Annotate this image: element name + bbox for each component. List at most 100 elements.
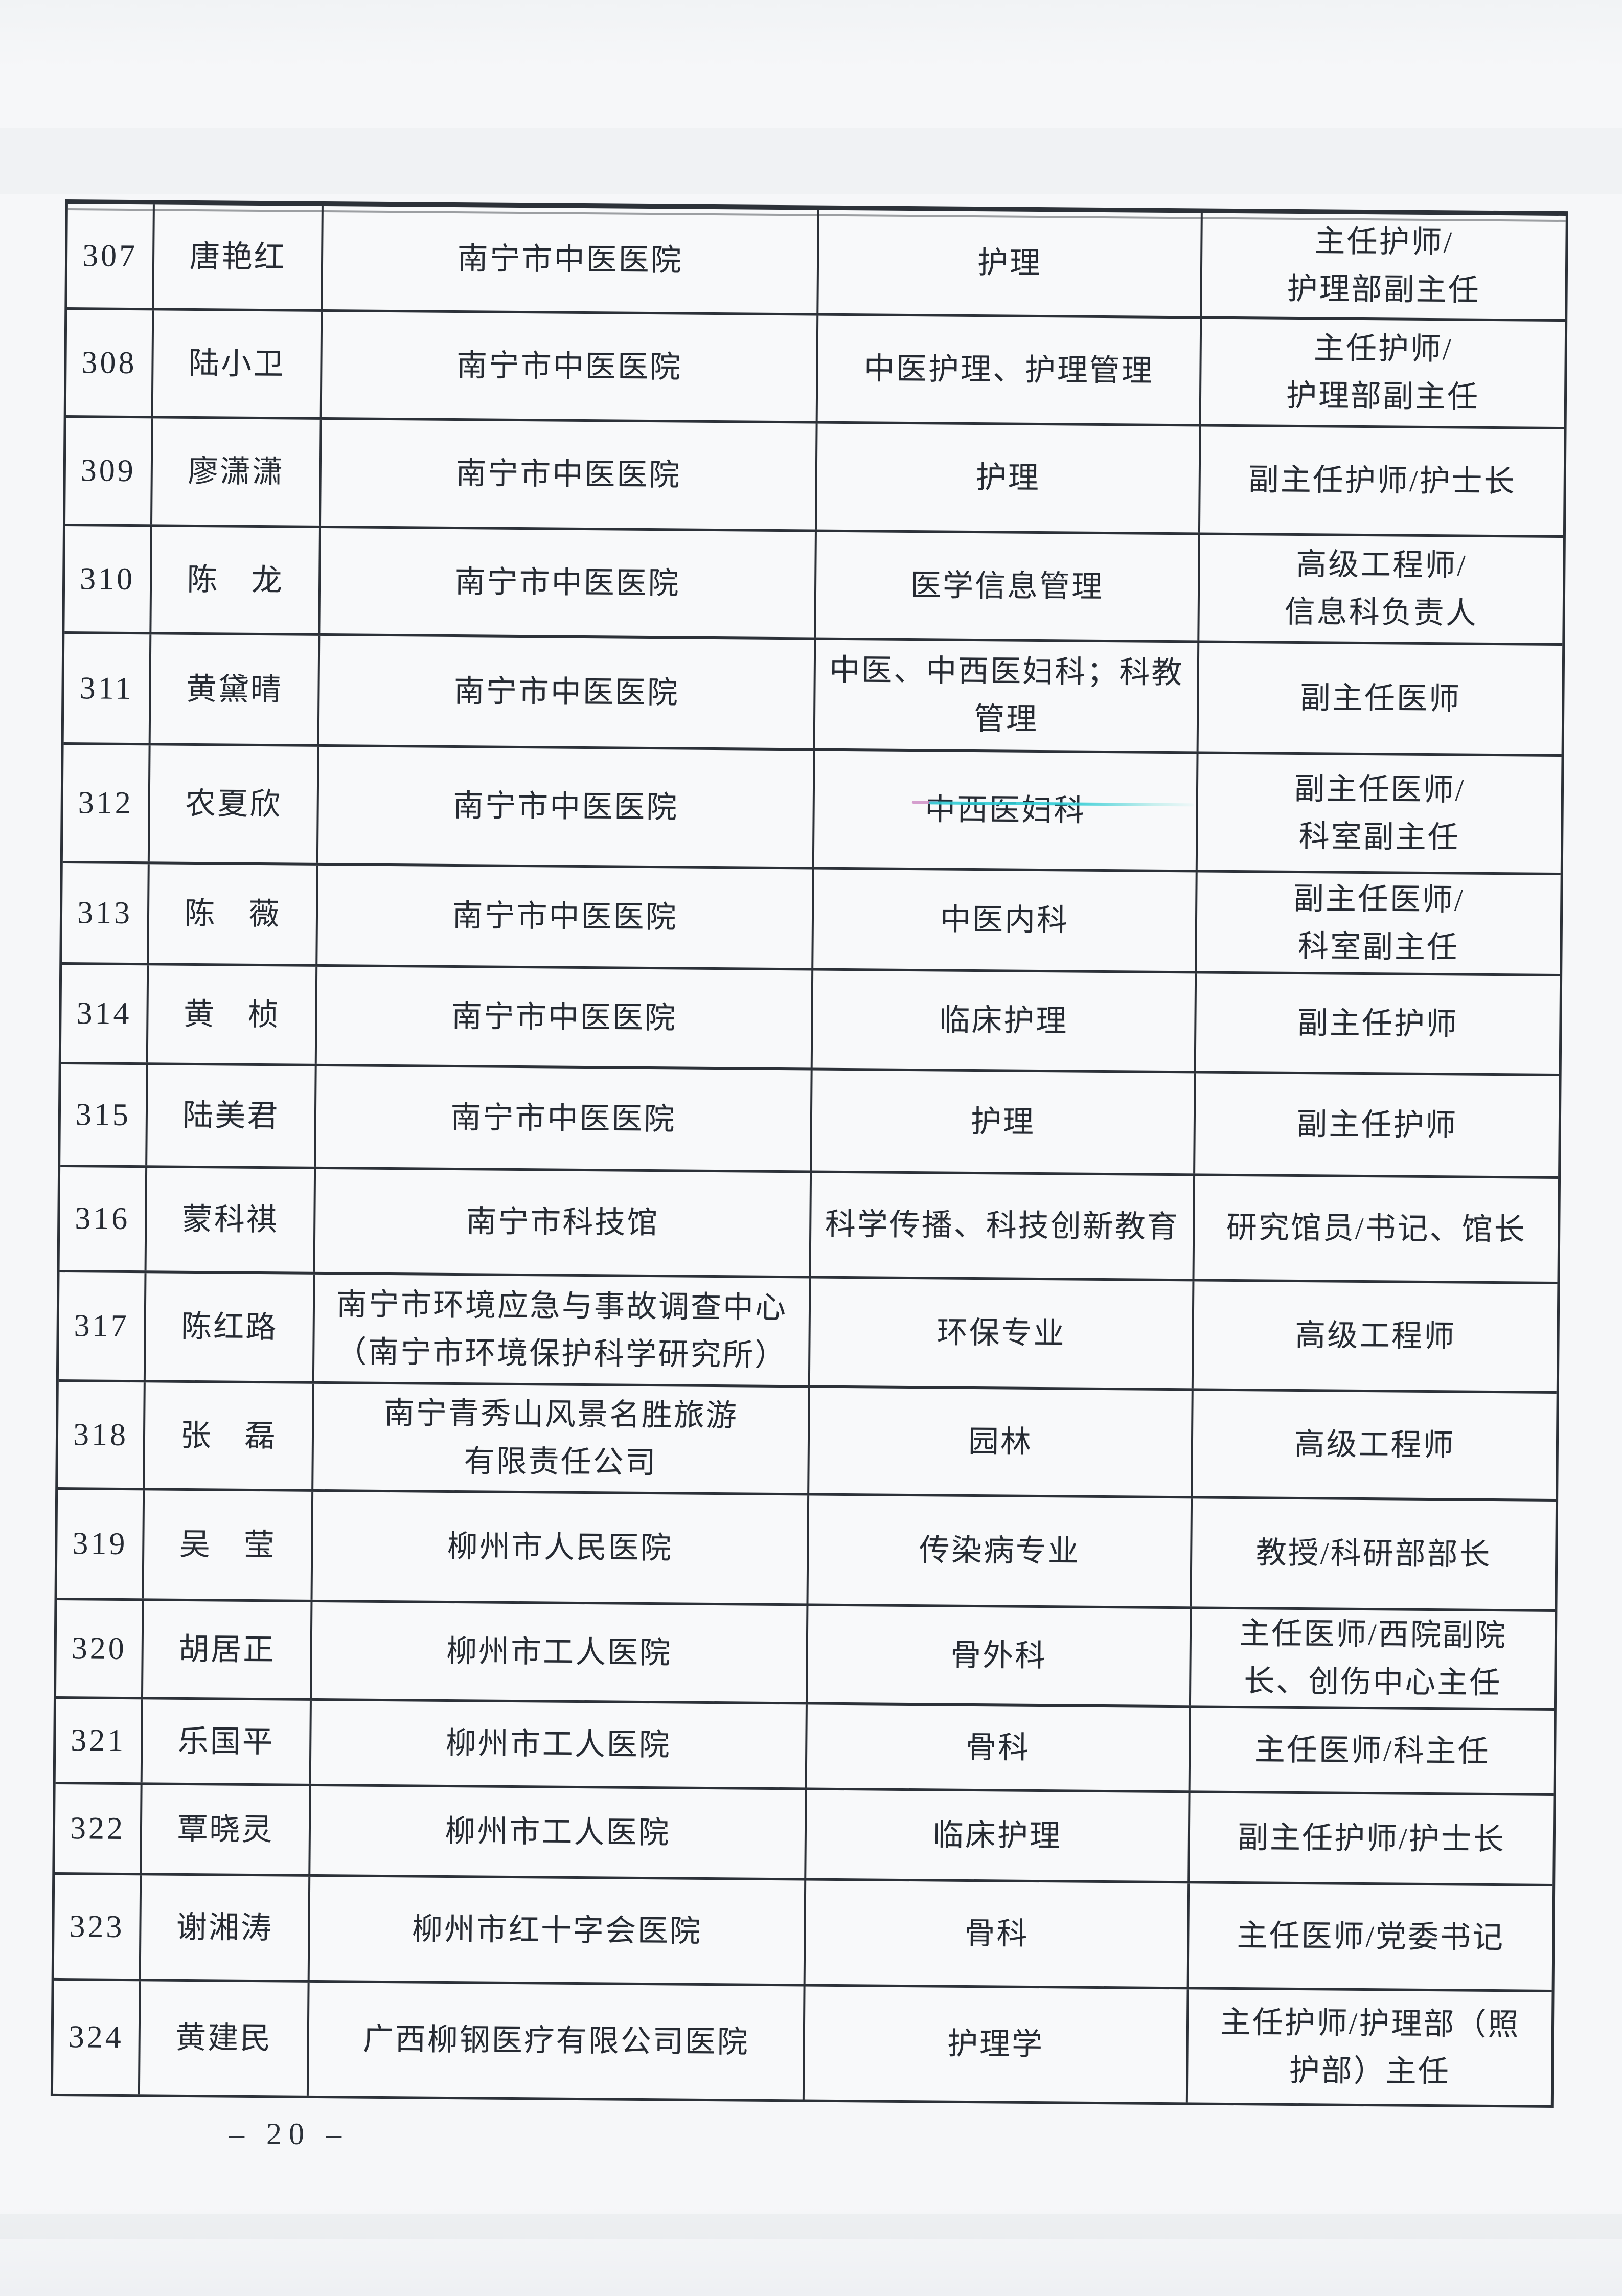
table-row: 307 唐艳红 南宁市中医医院 护理 主任护师/ 护理部副主任 <box>67 204 1565 319</box>
cell-specialty: 临床护理 <box>812 970 1197 1071</box>
cell-title: 副主任医师/ 科室副主任 <box>1294 771 1466 854</box>
cell-name: 谢湘涛 <box>141 1875 311 1980</box>
cell-name: 蒙科祺 <box>146 1168 316 1272</box>
cell-number: 321 <box>55 1698 143 1783</box>
cell-number: 320 <box>56 1600 144 1697</box>
personnel-table: 307 唐艳红 南宁市中医医院 护理 主任护师/ 护理部副主任 308 陆小卫 南宁市中医医院… <box>50 199 1568 2108</box>
table-row: 316 蒙科祺 南宁市科技馆 科学传播、科技创新教育 研究馆员/书记、馆长 <box>59 1164 1559 1282</box>
cell-organization: 广西柳钢医疗有限公司医院 <box>308 1982 806 2100</box>
cell-number: 324 <box>53 1980 141 2095</box>
cell-organization: 南宁市中医医院 <box>323 206 819 313</box>
cell-number: 307 <box>67 204 155 308</box>
table-row: 310 陈 龙南宁市中医医院 医学信息管理 高级工程师/ 信息科负责人 <box>64 524 1563 644</box>
cell-specialty: 护理 <box>818 210 1203 316</box>
cell-number: 322 <box>55 1784 143 1873</box>
table-row: 319 吴 莹柳州市人民医院 传染病专业 教授/科研部部长 <box>57 1487 1556 1609</box>
cell-title: 高级工程师 <box>1294 1427 1455 1462</box>
cell-specialty: 医学信息管理 <box>816 532 1200 641</box>
cell-name: 唐艳红 <box>154 204 324 309</box>
cell-specialty: 园林 <box>809 1388 1194 1496</box>
cell-specialty: 护理 <box>816 423 1201 533</box>
cell-number: 308 <box>66 310 154 416</box>
table-row: 320 胡居正 柳州市工人医院 骨外科 主任医师/西院副院 长、创伤中心主任 <box>56 1597 1555 1708</box>
cell-specialty: 临床护理 <box>806 1790 1191 1881</box>
cell-number: 317 <box>58 1272 147 1380</box>
cell-number: 318 <box>58 1381 146 1488</box>
cell-specialty: 骨外科 <box>807 1606 1192 1706</box>
cell-specialty: 科学传播、科技创新教育 <box>811 1173 1196 1279</box>
cell-organization: 南宁市中医医院 <box>316 966 814 1068</box>
cell-title: 副主任护师/护士长 <box>1237 1820 1505 1856</box>
table-row: 317 陈红路 南宁市环境应急与事故调查中心 （南宁市环境保护科学研究所） 环保专业 高… <box>58 1269 1558 1391</box>
table-row: 315 陆美君 南宁市中医医院 护理 副主任护师 <box>60 1061 1559 1176</box>
cell-title: 副主任医师 <box>1299 680 1461 716</box>
cell-number: 314 <box>61 964 149 1063</box>
table-row: 324 黄建民 广西柳钢医疗有限公司医院 护理学 主任护师/护理部（照 护部）主任 <box>53 1977 1552 2105</box>
table-row: 313 陈 薇南宁市中医医院 中医内科 副主任医师/ 科室副主任 <box>62 860 1561 974</box>
cell-name: 乐国平 <box>142 1699 312 1784</box>
cell-organization: 南宁市科技馆 <box>315 1169 812 1276</box>
cell-organization: 柳州市工人医院 <box>311 1700 808 1788</box>
cell-number: 310 <box>64 526 152 632</box>
cell-specialty: 环保专业 <box>810 1278 1195 1389</box>
cell-name: 张 磊 <box>145 1382 314 1489</box>
cell-number: 316 <box>59 1167 148 1271</box>
cell-number: 313 <box>62 863 150 963</box>
cell-name: 陈 薇 <box>149 864 318 964</box>
cell-organization: 南宁市中医医院 <box>316 1066 813 1171</box>
cell-specialty: 中医内科 <box>813 869 1198 971</box>
cell-organization: 柳州市工人医院 <box>311 1602 809 1702</box>
cell-organization: 南宁青秀山风景名胜旅游 有限责任公司 <box>313 1383 810 1493</box>
cell-name: 陈 龙 <box>151 527 321 633</box>
cell-title: 副主任医师/ 科室副主任 <box>1293 881 1465 964</box>
cell-organization: 南宁市中医医院 <box>320 528 817 638</box>
cell-name: 农夏欣 <box>149 745 319 863</box>
cell-specialty: 中医、中西医妇科；科教 管理 <box>815 640 1200 752</box>
scanned-sheet: 307 唐艳红 南宁市中医医院 护理 主任护师/ 护理部副主任 308 陆小卫 南宁市中医医院… <box>50 199 1568 2108</box>
cell-specialty: 护理 <box>812 1070 1196 1174</box>
cell-number: 323 <box>54 1874 142 1979</box>
cell-name: 廖潇潇 <box>152 418 322 526</box>
cell-specialty: 中医护理、护理管理 <box>817 315 1202 424</box>
cell-specialty: 骨科 <box>807 1704 1191 1791</box>
table-row: 314 黄 桢南宁市中医医院 临床护理 副主任护师 <box>61 962 1560 1074</box>
cell-organization: 南宁市中医医院 <box>318 746 815 867</box>
cell-name: 黄 桢 <box>148 965 318 1064</box>
scan-streak <box>0 128 1622 194</box>
scan-streak <box>0 2214 1622 2239</box>
cell-organization: 柳州市红十字会医院 <box>309 1876 807 1984</box>
cell-title: 高级工程师 <box>1294 1318 1456 1354</box>
cell-name: 吴 莹 <box>144 1490 314 1600</box>
cell-name: 陆小卫 <box>153 310 323 417</box>
cell-title: 主任医师/党委书记 <box>1237 1918 1505 1954</box>
cell-number: 312 <box>62 745 151 862</box>
cell-specialty: 中西医妇科 <box>814 751 1199 870</box>
cell-title: 高级工程师/ 信息科负责人 <box>1284 547 1478 630</box>
cell-name: 陆美君 <box>147 1065 317 1167</box>
cell-name: 黄黛晴 <box>150 634 321 744</box>
table-row: 323 谢湘涛 柳州市红十字会医院 骨科 主任医师/党委书记 <box>54 1872 1553 1990</box>
table-row: 309 廖潇潇 南宁市中医医院 护理 副主任护师/护士长 <box>65 415 1564 536</box>
cell-title: 主任医师/西院副院 长、创伤中心主任 <box>1239 1617 1507 1700</box>
cell-name: 陈红路 <box>145 1273 315 1381</box>
cell-number: 311 <box>63 634 152 743</box>
cell-organization: 南宁市中医医院 <box>321 419 818 530</box>
cell-specialty: 骨科 <box>805 1880 1190 1987</box>
cell-name: 覃晓灵 <box>142 1785 311 1874</box>
cell-organization: 南宁市环境应急与事故调查中心 （南宁市环境保护科学研究所） <box>314 1274 811 1385</box>
cell-organization: 柳州市人民医院 <box>312 1491 810 1604</box>
cell-organization: 柳州市工人医院 <box>310 1786 807 1878</box>
cell-name: 胡居正 <box>143 1601 313 1698</box>
cell-title: 主任护师/ 护理部副主任 <box>1286 331 1480 414</box>
table-row: 311 黄黛晴 南宁市中医医院 中医、中西医妇科；科教 管理 副主任医师 <box>63 631 1563 755</box>
page-number: – 20 – <box>229 2117 349 2151</box>
cell-title: 教授/科研部部长 <box>1255 1536 1492 1572</box>
table-row: 318 张 磊南宁青秀山风景名胜旅游 有限责任公司 园林 高级工程师 <box>58 1379 1557 1499</box>
table-row: 312 农夏欣 南宁市中医医院 中西医妇科 副主任医师/ 科室副主任 <box>62 742 1562 873</box>
cell-title: 副主任护师 <box>1297 1006 1459 1041</box>
table-row: 308 陆小卫 南宁市中医医院 中医护理、护理管理 主任护师/ 护理部副主任 <box>66 307 1565 427</box>
cell-specialty: 护理学 <box>804 1986 1189 2103</box>
cell-specialty: 传染病专业 <box>808 1495 1193 1607</box>
cell-title: 副主任护师 <box>1296 1107 1458 1142</box>
table-row: 321 乐国平 柳州市工人医院 骨科 主任医师/科主任 <box>55 1696 1554 1793</box>
